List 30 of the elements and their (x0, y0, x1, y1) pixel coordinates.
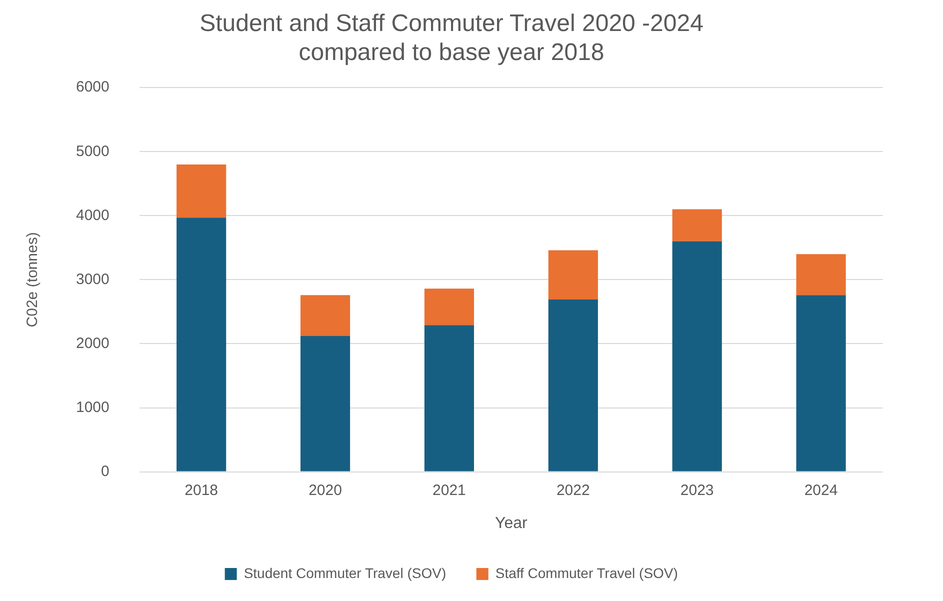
bar (300, 336, 350, 472)
x-axis-title: Year (495, 514, 528, 532)
x-tick-label: 2023 (680, 482, 714, 499)
bar (424, 325, 474, 472)
chart-title: Student and Staff Commuter Travel 2020 -2024 compared to base year 2018 (200, 10, 704, 66)
bar (672, 209, 722, 242)
y-tick-label: 2000 (76, 334, 110, 352)
legend-label: Student Commuter Travel (SOV) (244, 564, 446, 581)
y-tick-label: 4000 (76, 206, 110, 224)
legend-label: Staff Commuter Travel (SOV) (495, 564, 678, 581)
bar (300, 295, 350, 336)
bar (548, 250, 598, 300)
y-tick-label: 3000 (76, 270, 110, 288)
y-axis-title: C02e (tonnes) (24, 232, 42, 328)
bar (672, 241, 722, 472)
bar (424, 288, 474, 326)
y-tick-label: 1000 (76, 398, 110, 416)
bar (796, 295, 846, 472)
bar (548, 300, 598, 472)
y-tick-label: 6000 (76, 78, 110, 96)
x-tick-label: 2024 (804, 482, 838, 499)
x-tick-label: 2020 (308, 482, 342, 499)
y-tick-label: 0 (101, 462, 110, 480)
x-tick-label: 2018 (184, 482, 218, 499)
y-tick-label: 5000 (76, 142, 110, 160)
bar (176, 218, 226, 472)
x-tick-label: 2022 (556, 482, 590, 499)
bar (176, 164, 226, 218)
bar (796, 254, 846, 296)
x-tick-label: 2021 (432, 482, 466, 499)
